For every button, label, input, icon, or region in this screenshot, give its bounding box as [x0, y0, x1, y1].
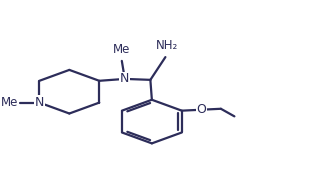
Text: N: N: [120, 72, 129, 85]
Text: Me: Me: [113, 43, 130, 56]
Text: N: N: [35, 96, 44, 109]
Text: Me: Me: [1, 96, 18, 109]
Text: NH₂: NH₂: [156, 39, 178, 52]
Text: O: O: [197, 103, 206, 116]
